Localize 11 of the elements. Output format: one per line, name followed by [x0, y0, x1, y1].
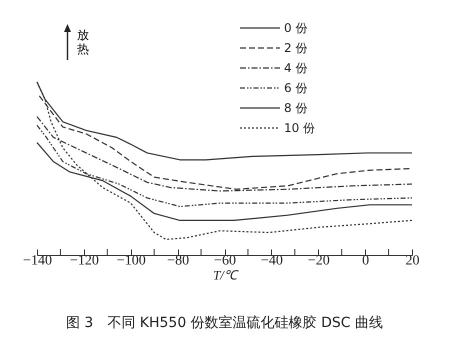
legend-label: 8 份 [284, 101, 308, 115]
legend-label: 4 份 [284, 61, 308, 75]
x-tick-label: −40 [260, 254, 283, 268]
legend-label: 0 份 [284, 21, 308, 35]
x-tick-label: −140 [23, 254, 52, 268]
legend-label: 6 份 [284, 81, 308, 95]
x-axis-title: T/℃ [213, 268, 239, 282]
legend-label: 2 份 [284, 41, 308, 55]
legend-label: 10 份 [284, 121, 316, 135]
text: 图 3 不同 KH550 份数室温硫化硅橡胶 DSC 曲线 [66, 315, 384, 331]
y-axis-title: 放热 [77, 28, 89, 56]
